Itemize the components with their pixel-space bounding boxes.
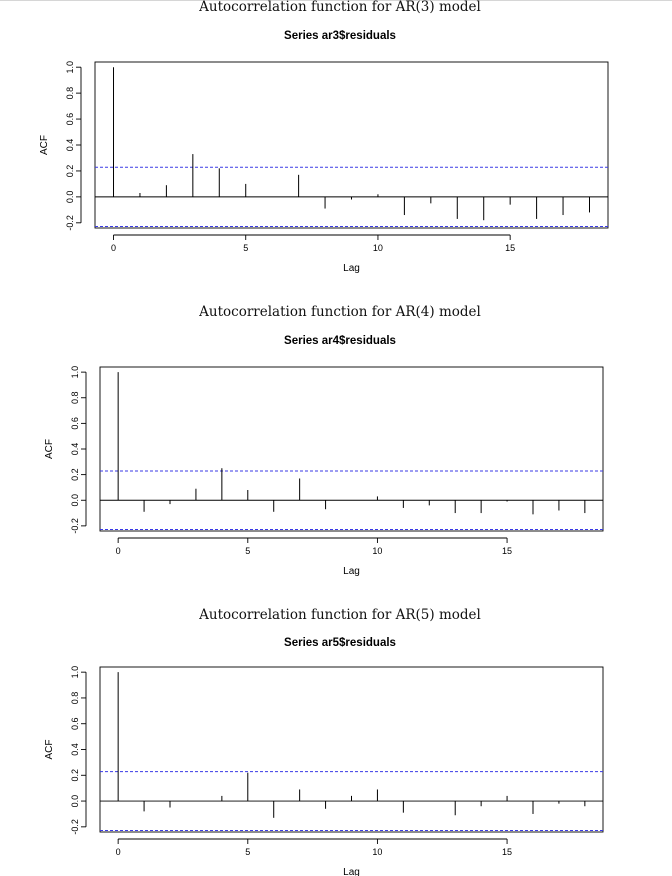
x-tick-label: 10 <box>373 243 383 253</box>
y-tick-label: 0.0 <box>70 795 80 808</box>
x-tick-label: 15 <box>502 546 512 556</box>
y-tick-label: -0.2 <box>70 819 80 835</box>
plot-frame <box>99 666 604 833</box>
y-tick-label: 1.0 <box>70 366 80 379</box>
x-tick-label: 5 <box>243 243 248 253</box>
y-tick-label: 0.4 <box>70 443 80 456</box>
plot-frame <box>94 61 609 229</box>
y-tick-label: 0.4 <box>70 743 80 756</box>
y-tick-label: 0.2 <box>65 165 75 178</box>
x-axis-label: Lag <box>343 867 360 876</box>
chart-title: Autocorrelation function for AR(5) model <box>198 607 481 623</box>
y-tick-label: 0.0 <box>65 191 75 204</box>
y-tick-label: 0.0 <box>70 494 80 507</box>
y-tick-label: 0.6 <box>65 113 75 126</box>
chart-title: Autocorrelation function for AR(4) model <box>198 304 481 320</box>
y-tick-label: 0.6 <box>70 417 80 430</box>
y-axis-label: ACF <box>39 135 50 155</box>
y-tick-label: 0.4 <box>65 139 75 152</box>
y-tick-label: 0.8 <box>70 692 80 705</box>
y-tick-label: 0.8 <box>65 87 75 100</box>
y-tick-label: 0.6 <box>70 717 80 730</box>
x-tick-label: 15 <box>502 847 512 857</box>
y-axis-label: ACF <box>44 439 55 459</box>
x-tick-label: 10 <box>372 847 382 857</box>
y-tick-label: 1.0 <box>70 666 80 679</box>
series-title: Series ar5$residuals <box>284 637 396 649</box>
x-tick-label: 15 <box>505 243 515 253</box>
x-tick-label: 0 <box>116 847 121 857</box>
x-tick-label: 0 <box>116 546 121 556</box>
x-tick-label: 0 <box>111 243 116 253</box>
y-tick-label: -0.2 <box>65 215 75 231</box>
x-tick-label: 5 <box>245 546 250 556</box>
x-tick-label: 10 <box>372 546 382 556</box>
y-axis-label: ACF <box>44 740 55 760</box>
x-axis-label: Lag <box>343 566 360 577</box>
y-tick-label: 0.8 <box>70 391 80 404</box>
y-tick-label: 0.2 <box>70 468 80 481</box>
y-tick-label: 0.2 <box>70 769 80 782</box>
y-tick-label: 1.0 <box>65 61 75 74</box>
y-tick-label: -0.2 <box>70 518 80 534</box>
x-axis-label: Lag <box>343 263 360 274</box>
x-tick-label: 5 <box>245 847 250 857</box>
plot-frame <box>99 366 604 532</box>
chart-title: Autocorrelation function for AR(3) model <box>198 0 481 15</box>
series-title: Series ar4$residuals <box>284 335 396 347</box>
series-title: Series ar3$residuals <box>284 30 396 42</box>
